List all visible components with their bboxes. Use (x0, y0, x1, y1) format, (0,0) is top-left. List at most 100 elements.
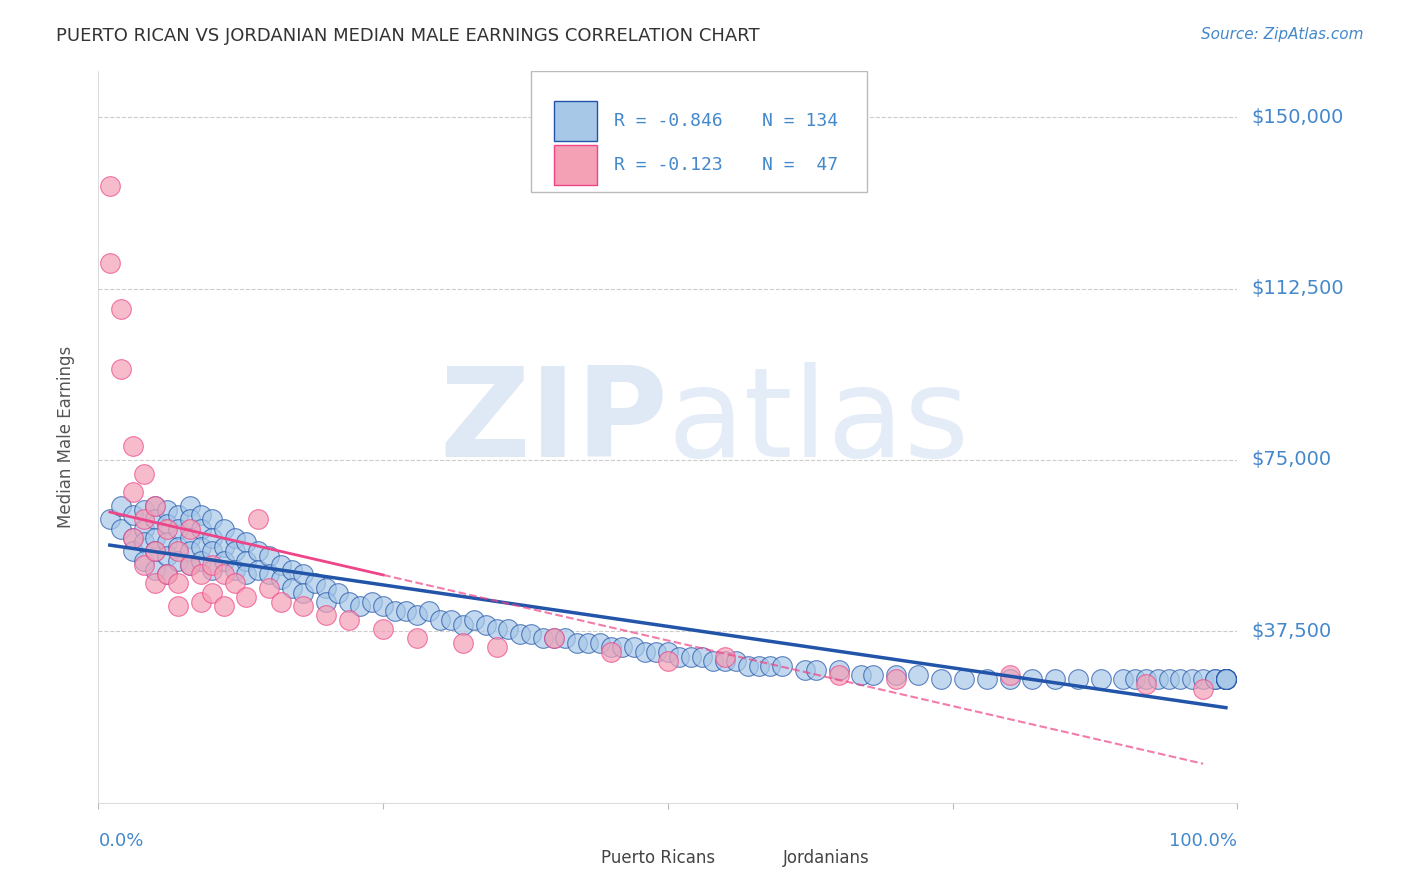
Point (474, 617, 496, 632)
Y-axis label: Median Male Earnings: Median Male Earnings (56, 346, 75, 528)
Point (371, 622, 394, 636)
Point (145, 499, 167, 513)
Point (1204, 673, 1226, 687)
Point (828, 667, 851, 681)
Point (110, 499, 132, 513)
Point (132, 521, 155, 535)
Point (132, 558, 155, 573)
Point (201, 512, 224, 526)
Point (224, 544, 246, 558)
Point (132, 467, 155, 481)
Point (121, 531, 143, 545)
Point (702, 654, 724, 668)
Point (132, 535, 155, 549)
Point (167, 599, 190, 614)
Point (1215, 673, 1237, 687)
Point (259, 581, 281, 595)
Bar (737, 846, 773, 866)
Text: atlas: atlas (668, 362, 970, 483)
Point (326, 585, 349, 599)
Point (645, 645, 668, 659)
Point (770, 658, 793, 673)
Point (145, 544, 167, 558)
Point (212, 521, 235, 535)
Point (201, 563, 224, 577)
Point (315, 608, 337, 623)
Point (657, 654, 679, 668)
Point (121, 439, 143, 453)
Point (179, 531, 201, 545)
Point (1215, 673, 1237, 687)
Point (179, 544, 201, 558)
Point (851, 667, 873, 681)
Point (224, 563, 246, 577)
Point (190, 567, 212, 582)
Point (98, 256, 121, 270)
Point (224, 576, 246, 591)
Point (1043, 673, 1066, 687)
Point (371, 599, 394, 614)
Point (520, 626, 543, 640)
Point (543, 632, 565, 646)
Point (440, 613, 463, 627)
Point (828, 663, 851, 677)
Point (201, 544, 224, 558)
Point (565, 636, 588, 650)
Point (1215, 673, 1237, 687)
Point (600, 640, 623, 655)
Point (759, 658, 782, 673)
Point (167, 508, 190, 522)
Point (179, 558, 201, 573)
Point (418, 604, 440, 618)
Point (1112, 673, 1135, 687)
Point (1215, 673, 1237, 687)
Point (246, 544, 269, 558)
Point (907, 667, 929, 681)
Point (1215, 673, 1237, 687)
FancyBboxPatch shape (531, 71, 868, 192)
Point (121, 484, 143, 499)
Point (725, 654, 748, 668)
Point (1215, 673, 1237, 687)
Point (486, 640, 509, 655)
Point (1204, 673, 1226, 687)
Point (167, 540, 190, 554)
Point (156, 567, 179, 582)
Text: $150,000: $150,000 (1251, 108, 1343, 127)
Point (1215, 673, 1237, 687)
Text: N =  47: N = 47 (762, 155, 838, 174)
Point (121, 531, 143, 545)
Point (1123, 673, 1146, 687)
Point (953, 673, 976, 687)
Point (212, 567, 235, 582)
Point (679, 649, 702, 664)
Point (235, 567, 257, 582)
Point (292, 585, 315, 599)
Text: R = -0.846: R = -0.846 (614, 112, 723, 129)
Point (246, 563, 269, 577)
Text: 100.0%: 100.0% (1170, 832, 1237, 850)
Point (156, 549, 179, 563)
Point (110, 521, 132, 535)
Point (190, 540, 212, 554)
Point (132, 512, 155, 526)
Point (167, 576, 190, 591)
Point (862, 667, 884, 681)
Point (929, 673, 952, 687)
Point (179, 521, 201, 535)
Point (1157, 673, 1180, 687)
Point (714, 649, 737, 664)
Point (145, 563, 167, 577)
Point (998, 667, 1021, 681)
Bar (554, 145, 598, 185)
Bar (554, 846, 592, 866)
Point (281, 563, 304, 577)
Point (179, 512, 201, 526)
Point (132, 503, 155, 517)
Point (246, 512, 269, 526)
Point (292, 599, 315, 614)
Point (588, 636, 610, 650)
Point (600, 645, 623, 659)
Point (612, 640, 634, 655)
Point (259, 549, 281, 563)
